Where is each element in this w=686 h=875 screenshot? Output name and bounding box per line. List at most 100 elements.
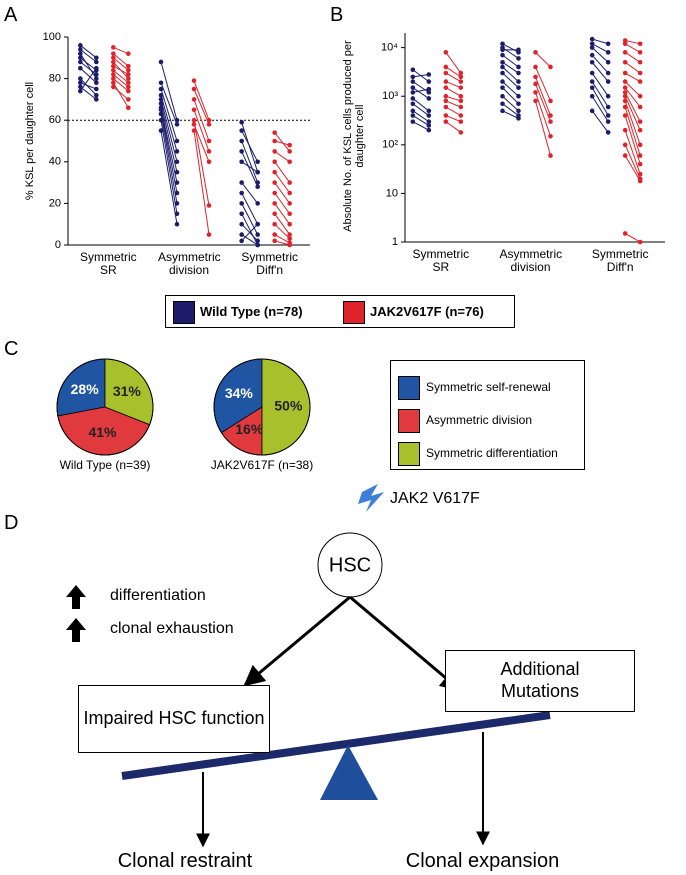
point	[533, 90, 538, 95]
point	[239, 211, 244, 217]
point	[589, 59, 595, 65]
point	[443, 113, 449, 118]
pair-line	[591, 87, 609, 116]
arrow-right	[349, 595, 462, 692]
point	[94, 92, 99, 98]
point	[191, 122, 197, 127]
pair-line	[502, 87, 519, 105]
point	[637, 142, 643, 148]
point	[272, 159, 277, 165]
point	[637, 127, 643, 133]
pair-line	[625, 40, 641, 45]
pair-line	[113, 46, 129, 55]
legend-swatch	[398, 442, 420, 466]
pair-line	[535, 83, 551, 122]
point	[94, 59, 99, 65]
point	[533, 64, 538, 70]
point	[443, 93, 449, 99]
pair-line	[412, 110, 430, 123]
y-tick-label: 40	[49, 156, 61, 168]
point	[287, 180, 292, 185]
pair-line	[241, 182, 259, 204]
point	[174, 221, 180, 227]
point	[126, 51, 131, 56]
point	[272, 221, 277, 227]
pair-line	[591, 81, 609, 108]
point	[426, 113, 432, 118]
pair-line	[445, 100, 462, 108]
mutation-bolt	[358, 484, 384, 512]
point	[516, 70, 521, 76]
point	[410, 119, 416, 124]
point	[78, 47, 83, 52]
point	[589, 79, 595, 84]
y-axis-label: % KSL per daughter cell	[24, 82, 36, 200]
point	[426, 108, 432, 114]
pair-line	[79, 53, 97, 79]
point	[548, 133, 553, 139]
point	[500, 93, 505, 99]
point	[174, 122, 180, 127]
pair-line	[535, 100, 551, 156]
pair-line	[624, 72, 641, 83]
point	[458, 70, 464, 76]
pair-line	[274, 213, 291, 235]
point	[410, 101, 416, 107]
point	[111, 63, 116, 69]
y-tick-label: 1	[392, 236, 398, 248]
x-tick-label: Symmetric Diff'n	[591, 247, 649, 275]
pair-line	[624, 233, 641, 243]
pair-line	[535, 51, 551, 68]
pair-line	[241, 192, 259, 225]
point	[589, 41, 595, 47]
point	[500, 59, 505, 65]
point	[239, 232, 244, 237]
point	[605, 113, 611, 118]
pair-line	[624, 51, 641, 63]
point	[443, 64, 449, 70]
pair-line	[274, 192, 291, 215]
point	[426, 123, 432, 128]
point	[516, 93, 521, 99]
point	[78, 80, 83, 86]
point	[272, 211, 277, 217]
point	[426, 72, 432, 77]
point	[622, 104, 628, 110]
point	[458, 104, 464, 110]
point	[589, 36, 595, 42]
pair-line	[160, 107, 178, 183]
pair-line	[160, 103, 178, 173]
pair-line	[80, 86, 97, 100]
point	[548, 113, 553, 118]
point	[174, 159, 180, 165]
point	[622, 231, 628, 236]
point	[533, 74, 538, 80]
point	[458, 74, 464, 80]
pair-line	[624, 130, 641, 175]
pair-line	[502, 54, 519, 68]
point	[239, 180, 244, 185]
pie-outline	[56, 358, 154, 456]
point	[78, 84, 83, 90]
point	[126, 72, 131, 77]
point	[126, 80, 131, 86]
point	[272, 149, 277, 154]
point	[78, 43, 83, 48]
pair-line	[624, 96, 641, 131]
point	[287, 201, 292, 206]
point	[637, 59, 643, 65]
point	[500, 108, 505, 114]
point	[287, 149, 292, 154]
point	[605, 119, 611, 124]
y-tick-label: 20	[49, 197, 61, 209]
pair-line	[160, 95, 178, 152]
point	[589, 52, 595, 58]
point	[605, 79, 611, 84]
point	[255, 159, 260, 165]
point	[622, 38, 628, 43]
x-tick-label: Symmetric SR	[412, 247, 470, 275]
pair-line	[445, 81, 462, 89]
point	[410, 67, 416, 73]
point	[410, 113, 416, 118]
